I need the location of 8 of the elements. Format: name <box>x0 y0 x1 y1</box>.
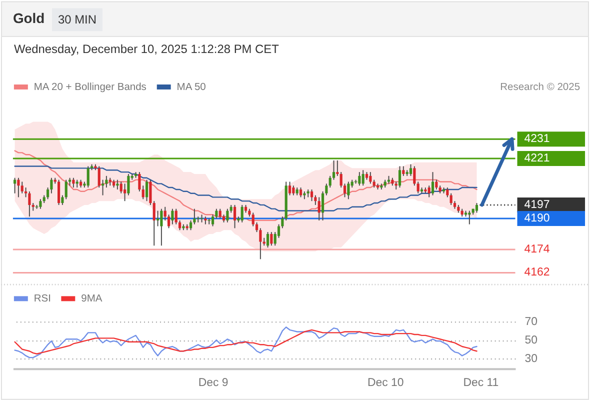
x-tick-label: Dec 9 <box>198 377 228 390</box>
legend-label: RSI <box>34 294 51 305</box>
y-tick-label: 50 <box>524 334 538 347</box>
x-tick-label: Dec 10 <box>367 377 404 390</box>
y-tick-label: 30 <box>524 352 538 365</box>
y-tick-label: 70 <box>524 316 538 328</box>
x-tick-label: Dec 11 <box>463 377 499 390</box>
legend-label: 9MA <box>81 294 102 305</box>
